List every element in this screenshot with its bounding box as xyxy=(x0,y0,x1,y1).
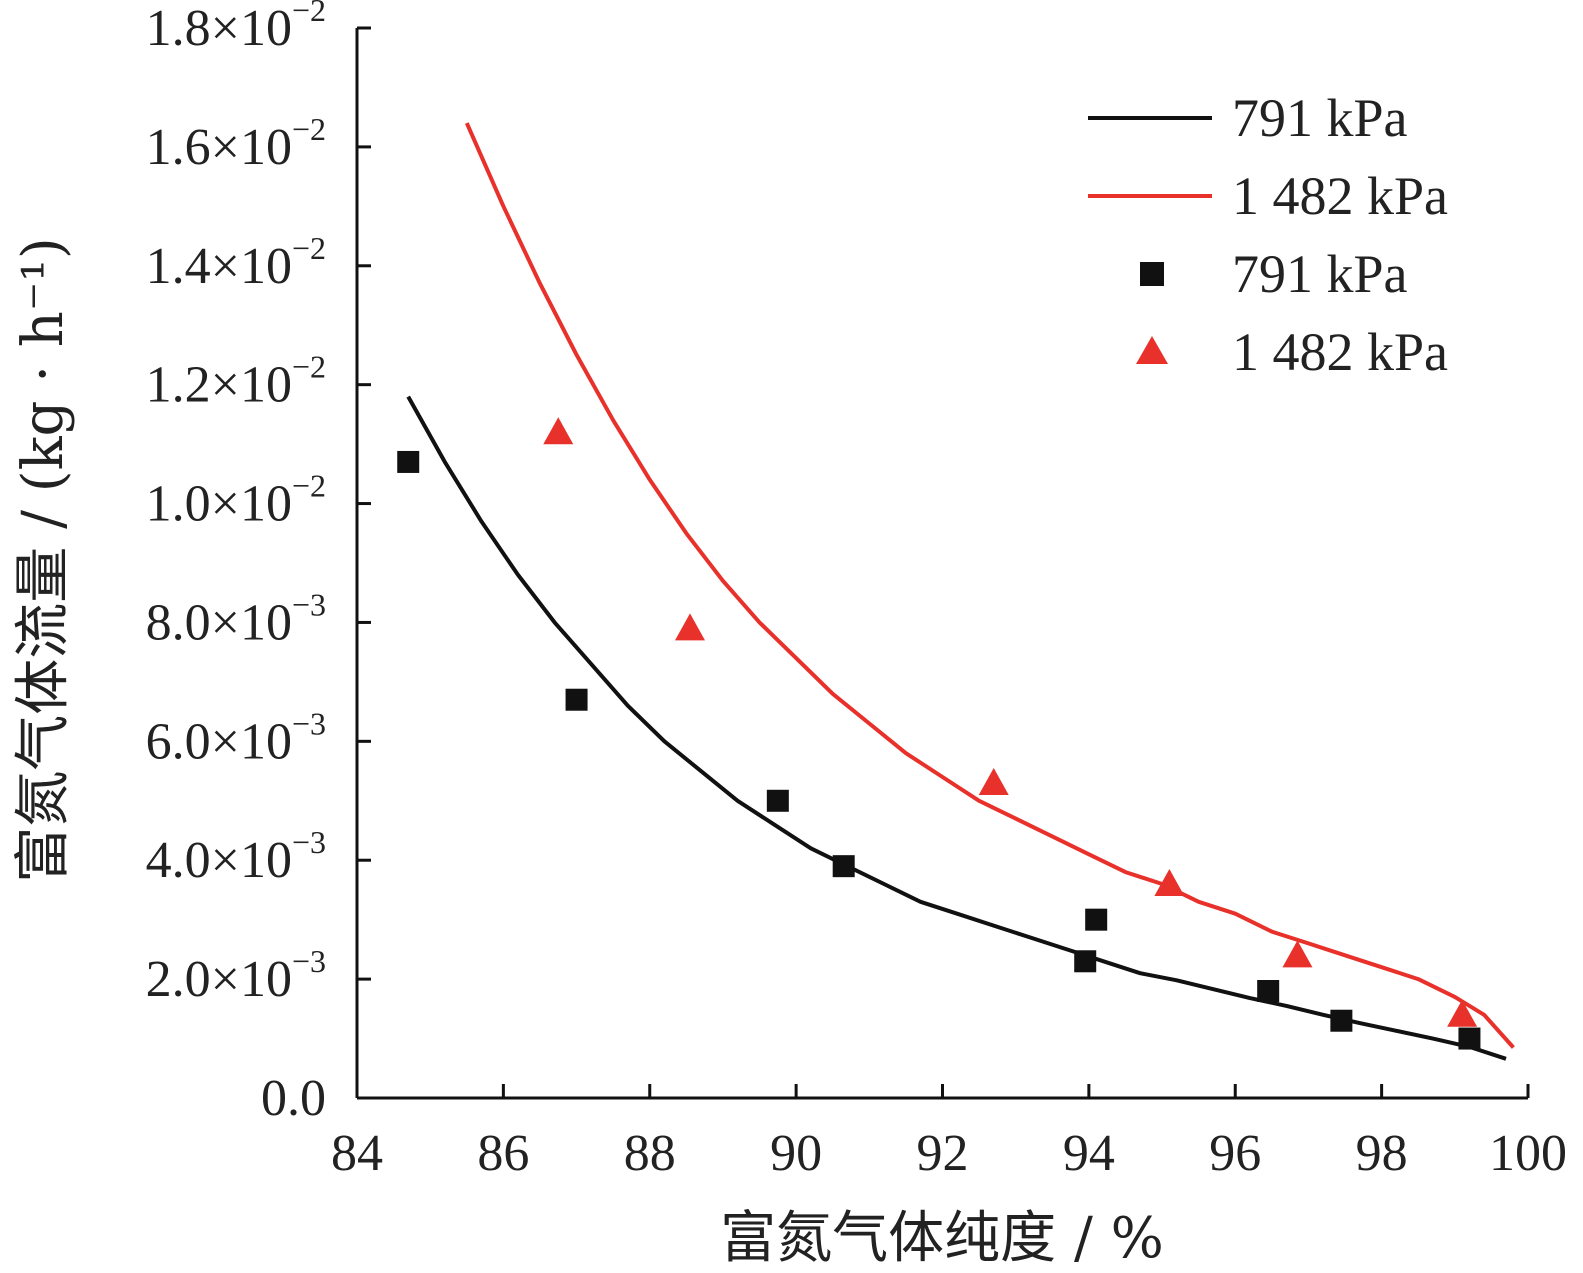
y-axis-title: 富氮气体流量 / (kg · h⁻¹) xyxy=(11,237,76,882)
x-tick-label: 92 xyxy=(917,1125,969,1182)
y-tick-label: 8.0×10−3 xyxy=(146,586,326,651)
x-tick-label: 88 xyxy=(624,1125,676,1182)
data-point-triangle xyxy=(543,417,574,445)
x-tick-label: 98 xyxy=(1356,1125,1408,1182)
y-tick-mantissa: 1.0×10 xyxy=(146,476,292,533)
y-tick-label: 6.0×10−3 xyxy=(146,705,326,770)
legend-triangle-swatch xyxy=(1136,336,1168,364)
y-tick-mantissa: 1.6×10 xyxy=(146,119,292,176)
data-point-triangle xyxy=(1154,869,1185,896)
x-tick-label: 100 xyxy=(1489,1125,1567,1182)
y-tick-mantissa: 6.0×10 xyxy=(146,713,292,770)
legend-square-swatch xyxy=(1140,262,1164,286)
y-tick-exponent: −3 xyxy=(292,943,326,979)
y-tick-exponent: −3 xyxy=(292,705,326,741)
fit-line-1 xyxy=(464,122,1515,1049)
y-tick-label: 4.0×10−3 xyxy=(146,824,326,889)
y-tick-mantissa: 8.0×10 xyxy=(146,594,292,651)
data-point-triangle xyxy=(1447,999,1478,1027)
y-tick-label: 1.6×10−2 xyxy=(146,111,326,176)
y-tick-exponent: −2 xyxy=(292,230,326,266)
y-tick-label: 1.8×10−2 xyxy=(146,0,326,57)
fit-line-0 xyxy=(406,395,1507,1061)
data-point-triangle xyxy=(675,613,706,641)
x-tick-label: 84 xyxy=(331,1125,383,1182)
data-point-square xyxy=(397,450,420,473)
y-tick-exponent: −2 xyxy=(292,0,326,28)
legend-label: 791 kPa xyxy=(1232,88,1408,148)
y-tick-mantissa: 2.0×10 xyxy=(146,951,292,1008)
y-tick-exponent: −2 xyxy=(292,468,326,504)
y-tick-label: 1.0×10−2 xyxy=(146,468,326,533)
x-tick-label: 90 xyxy=(770,1125,822,1182)
y-tick-exponent: −3 xyxy=(292,586,326,622)
y-tick-label: 2.0×10−3 xyxy=(146,943,326,1008)
legend-label: 1 482 kPa xyxy=(1232,322,1448,382)
data-point-square xyxy=(832,855,855,878)
y-tick-mantissa: 1.4×10 xyxy=(146,238,292,295)
data-point-square xyxy=(1330,1009,1353,1032)
data-point-square xyxy=(1074,950,1097,973)
legend-label: 1 482 kPa xyxy=(1232,166,1448,226)
data-point-square xyxy=(1085,908,1108,931)
data-point-triangle xyxy=(978,767,1009,795)
data-point-triangle xyxy=(1282,940,1313,968)
data-point-square xyxy=(1458,1027,1481,1050)
y-tick-label: 0.0 xyxy=(261,1070,326,1127)
data-point-square xyxy=(1257,980,1280,1002)
x-tick-label: 86 xyxy=(477,1125,529,1182)
y-tick-exponent: −2 xyxy=(292,111,326,147)
legend: 791 kPa 1 482 kPa 791 kPa 1 482 kPa xyxy=(1088,88,1448,382)
y-tick-exponent: −3 xyxy=(292,824,326,860)
y-tick-exponent: −2 xyxy=(292,349,326,385)
y-tick-mantissa: 1.8×10 xyxy=(146,0,292,57)
y-tick-mantissa: 0.0 xyxy=(261,1070,326,1127)
y-tick-mantissa: 1.2×10 xyxy=(146,357,292,414)
legend-label: 791 kPa xyxy=(1232,244,1408,304)
y-tick-mantissa: 4.0×10 xyxy=(146,832,292,889)
x-axis-title: 富氮气体纯度 / % xyxy=(720,1206,1164,1271)
data-point-square xyxy=(766,789,789,812)
x-tick-label: 96 xyxy=(1209,1125,1261,1182)
y-tick-label: 1.2×10−2 xyxy=(146,349,326,414)
y-tick-label: 1.4×10−2 xyxy=(146,230,326,295)
data-point-square xyxy=(565,688,588,711)
x-tick-label: 94 xyxy=(1063,1125,1115,1182)
